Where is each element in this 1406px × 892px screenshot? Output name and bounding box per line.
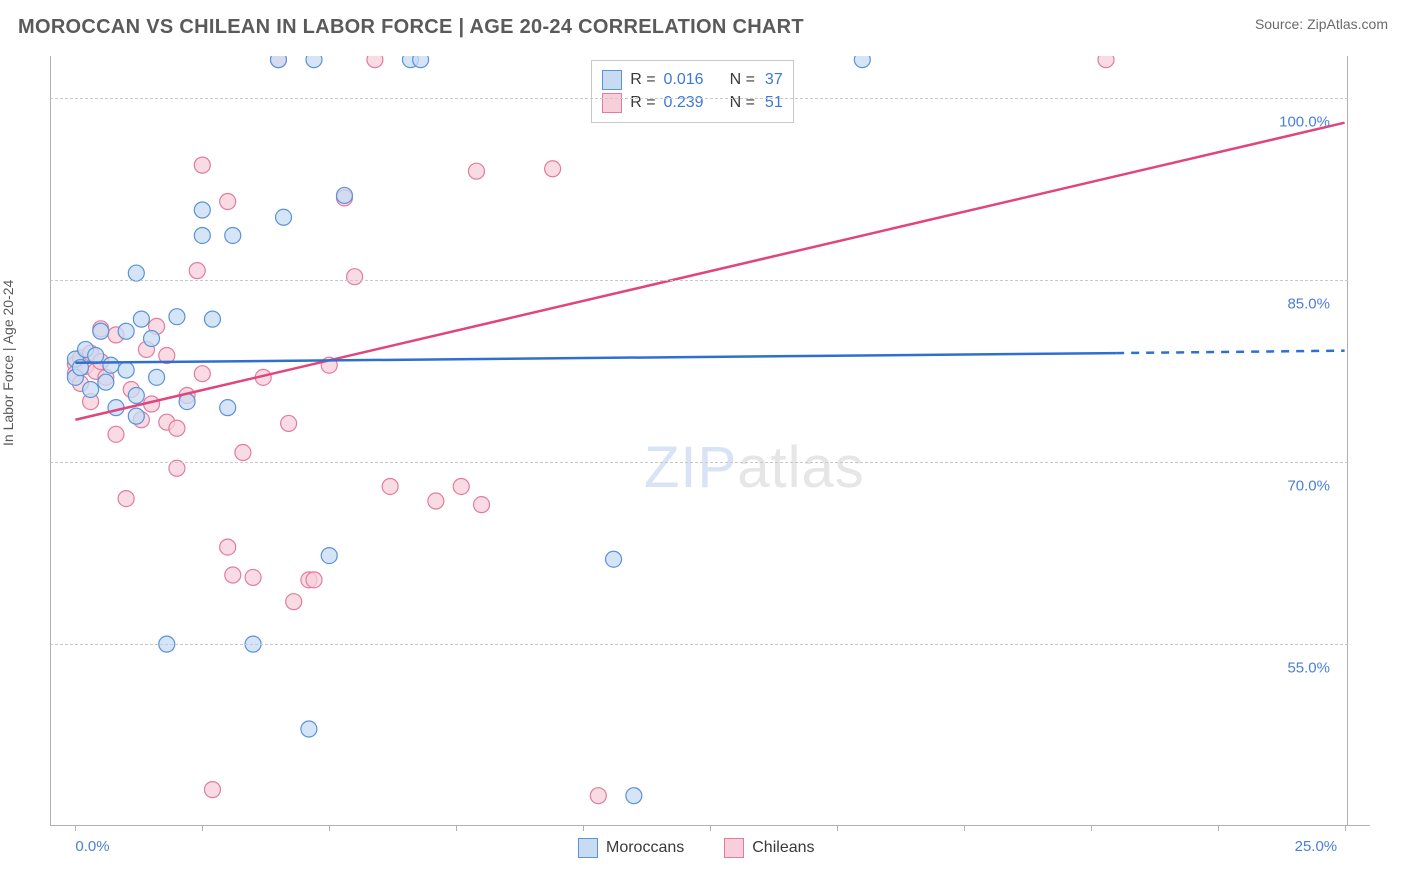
y-axis-label: In Labor Force | Age 20-24: [0, 280, 16, 446]
watermark-zip: ZIP: [644, 435, 737, 500]
xtick: [1218, 825, 1219, 831]
legend-stats-row-moroccans: R = 0.016 N = 37: [602, 70, 783, 90]
n-label-moroccans: N =: [730, 71, 755, 89]
xtick-label: 0.0%: [75, 838, 109, 855]
ytick-label: 55.0%: [1287, 660, 1330, 677]
legend-label-chileans: Chileans: [752, 839, 814, 857]
xtick: [456, 825, 457, 831]
xtick: [964, 825, 965, 831]
xtick: [583, 825, 584, 831]
xtick: [1345, 825, 1346, 831]
gridline-h: [50, 462, 1348, 463]
y-axis-line: [50, 56, 51, 825]
chart-container: MOROCCAN VS CHILEAN IN LABOR FORCE | AGE…: [0, 0, 1406, 892]
swatch-chileans-bottom: [724, 838, 744, 858]
xtick: [75, 825, 76, 831]
legend-bottom: Moroccans Chileans: [578, 838, 815, 858]
ytick-label: 70.0%: [1287, 478, 1330, 495]
r-label-chileans: R =: [630, 94, 655, 112]
swatch-moroccans: [602, 70, 622, 90]
gridline-h: [50, 280, 1348, 281]
ytick-label: 100.0%: [1279, 114, 1330, 131]
xtick: [710, 825, 711, 831]
xtick: [329, 825, 330, 831]
gridline-h: [50, 644, 1348, 645]
legend-item-chileans: Chileans: [724, 838, 814, 858]
chart-header: MOROCCAN VS CHILEAN IN LABOR FORCE | AGE…: [18, 16, 1388, 39]
chart-svg: [50, 56, 1370, 826]
xtick-label: 25.0%: [1295, 838, 1338, 855]
legend-item-moroccans: Moroccans: [578, 838, 684, 858]
xtick: [837, 825, 838, 831]
chart-source: Source: ZipAtlas.com: [1255, 16, 1388, 32]
n-value-moroccans: 37: [765, 71, 783, 89]
xtick: [1091, 825, 1092, 831]
swatch-moroccans-bottom: [578, 838, 598, 858]
xtick: [202, 825, 203, 831]
n-label-chileans: N =: [730, 94, 755, 112]
legend-stats-box: R = 0.016 N = 37 R = 0.239 N = 51: [591, 60, 794, 123]
r-label-moroccans: R =: [630, 71, 655, 89]
right-axis-line: [1347, 56, 1348, 825]
legend-stats-row-chileans: R = 0.239 N = 51: [602, 93, 783, 113]
watermark: ZIPatlas: [644, 434, 865, 501]
r-value-moroccans: 0.016: [664, 71, 704, 89]
legend-label-moroccans: Moroccans: [606, 839, 684, 857]
r-value-chileans: 0.239: [664, 94, 704, 112]
swatch-chileans: [602, 93, 622, 113]
gridline-h: [50, 98, 1348, 99]
plot-area: ZIPatlas R = 0.016 N = 37 R = 0.239 N = …: [50, 56, 1370, 826]
watermark-atlas: atlas: [737, 435, 865, 500]
chart-title: MOROCCAN VS CHILEAN IN LABOR FORCE | AGE…: [18, 16, 804, 39]
n-value-chileans: 51: [765, 94, 783, 112]
ytick-label: 85.0%: [1287, 296, 1330, 313]
